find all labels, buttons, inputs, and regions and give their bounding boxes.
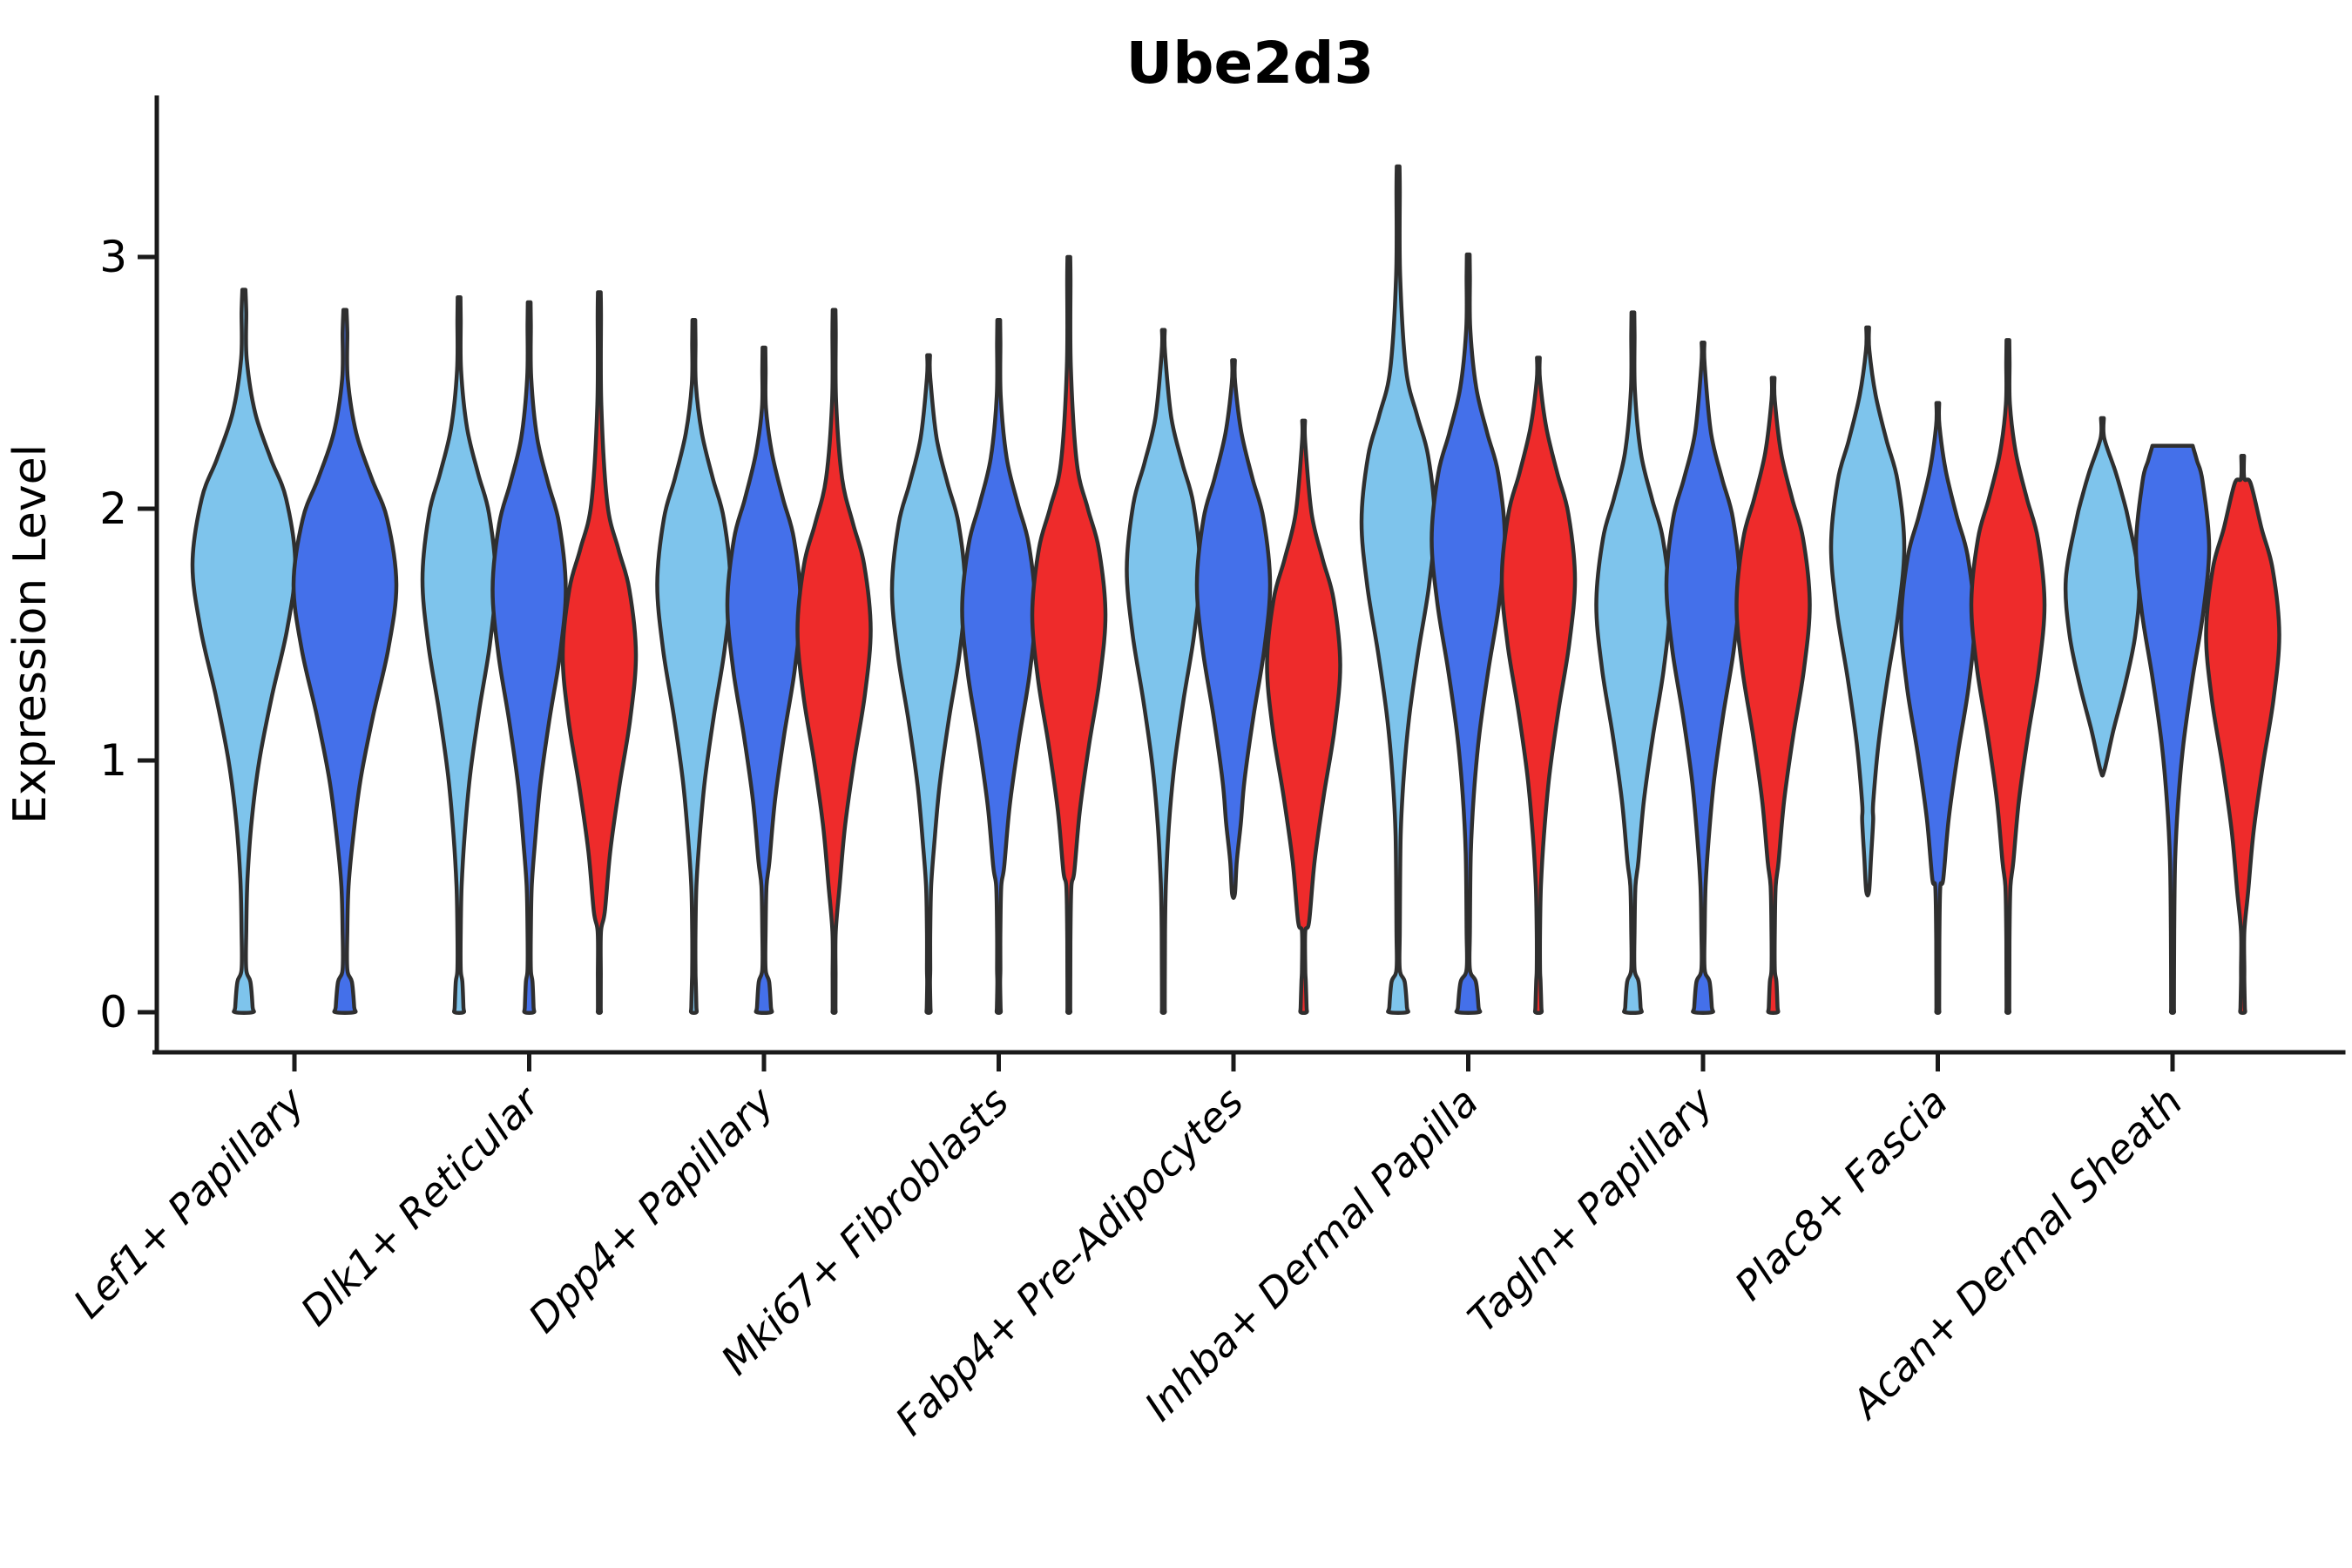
violin-royalblue (1899, 401, 1977, 1015)
violin-red (1969, 338, 2047, 1015)
violin-red (1265, 418, 1342, 1015)
violin-red (560, 290, 639, 1015)
violin-skyblue (1594, 310, 1672, 1015)
y-tick-label: 3 (99, 232, 127, 282)
violin-royalblue (960, 318, 1037, 1015)
y-axis-label: Expression Level (4, 444, 57, 824)
violins (190, 164, 2281, 1015)
violin-skyblue (1359, 164, 1437, 1015)
y-tick-label: 1 (99, 735, 127, 786)
violin-skyblue (190, 287, 298, 1015)
violin-skyblue (1828, 325, 1907, 898)
violin-royalblue (1664, 341, 1742, 1015)
chart-title: Ube2d3 (1126, 30, 1375, 97)
y-axis-tick-labels: 0 1 2 3 (99, 232, 157, 1037)
violin-royalblue (725, 345, 803, 1015)
violin-royalblue (1429, 252, 1507, 1015)
y-tick-label: 2 (99, 483, 127, 534)
violin-red (1499, 355, 1578, 1015)
x-tick-label: Dpp4+ Papillary (519, 1078, 783, 1342)
violin-royalblue (490, 300, 568, 1015)
violin-red (1030, 254, 1108, 1015)
violin-skyblue (420, 294, 498, 1015)
violin-royalblue (1194, 358, 1273, 901)
violin-skyblue (2063, 416, 2142, 778)
violin-royalblue (291, 308, 399, 1015)
violin-skyblue (655, 318, 733, 1015)
violin-red (795, 308, 873, 1015)
x-tick-label: Plac8+ Fascia (1726, 1078, 1957, 1309)
x-tick-label: Tagln+ Papillary (1458, 1078, 1722, 1342)
violin-skyblue (1125, 328, 1202, 1015)
x-tick-label: Lef1+ Papillary (64, 1078, 314, 1327)
y-tick-label: 0 (99, 987, 127, 1037)
violin-royalblue (2133, 443, 2212, 1015)
violin-skyblue (889, 353, 968, 1015)
x-tick-label: Dlk1+ Reticular (292, 1076, 551, 1335)
violin-red (1734, 375, 1812, 1015)
violin-red (2204, 454, 2281, 1015)
